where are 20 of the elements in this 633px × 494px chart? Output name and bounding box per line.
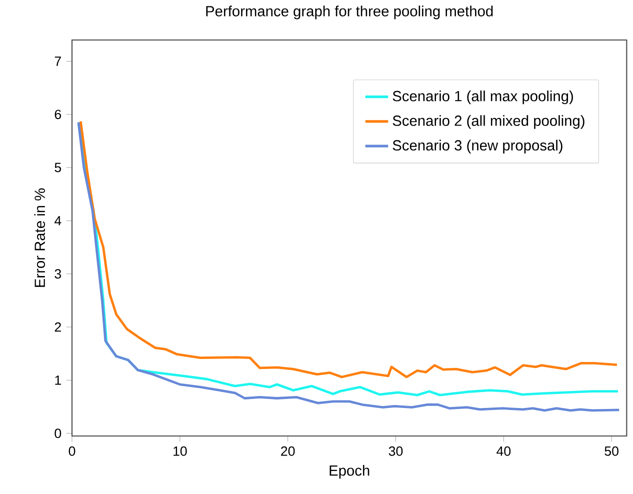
chart-title: Performance graph for three pooling method [206, 6, 493, 20]
legend-label: Scenario 1 (all max pooling) [392, 90, 573, 104]
y-tick-label: 2 [54, 322, 61, 332]
legend-label: Scenario 3 (new proposal) [392, 140, 562, 154]
y-tick-label: 1 [55, 376, 61, 385]
y-tick-label: 0 [54, 428, 62, 438]
y-tick-label: 7 [54, 56, 61, 66]
y-tick-label: 5 [54, 162, 62, 172]
x-tick-label: 50 [604, 446, 618, 456]
x-tick-label: 40 [496, 446, 511, 456]
x-tick-label: 0 [68, 446, 76, 456]
y-tick-label: 4 [54, 216, 62, 226]
legend-label: Scenario 2 (all mixed pooling) [392, 115, 584, 129]
x-tick-label: 20 [281, 446, 295, 456]
x-tick-label: 30 [388, 446, 403, 456]
y-tick-label: 6 [54, 110, 62, 120]
x-tick-label: 10 [174, 446, 187, 456]
y-axis-title: Error Rate in % [34, 188, 46, 287]
x-axis-title: Epoch [330, 465, 370, 479]
y-tick-label: 3 [54, 269, 62, 279]
